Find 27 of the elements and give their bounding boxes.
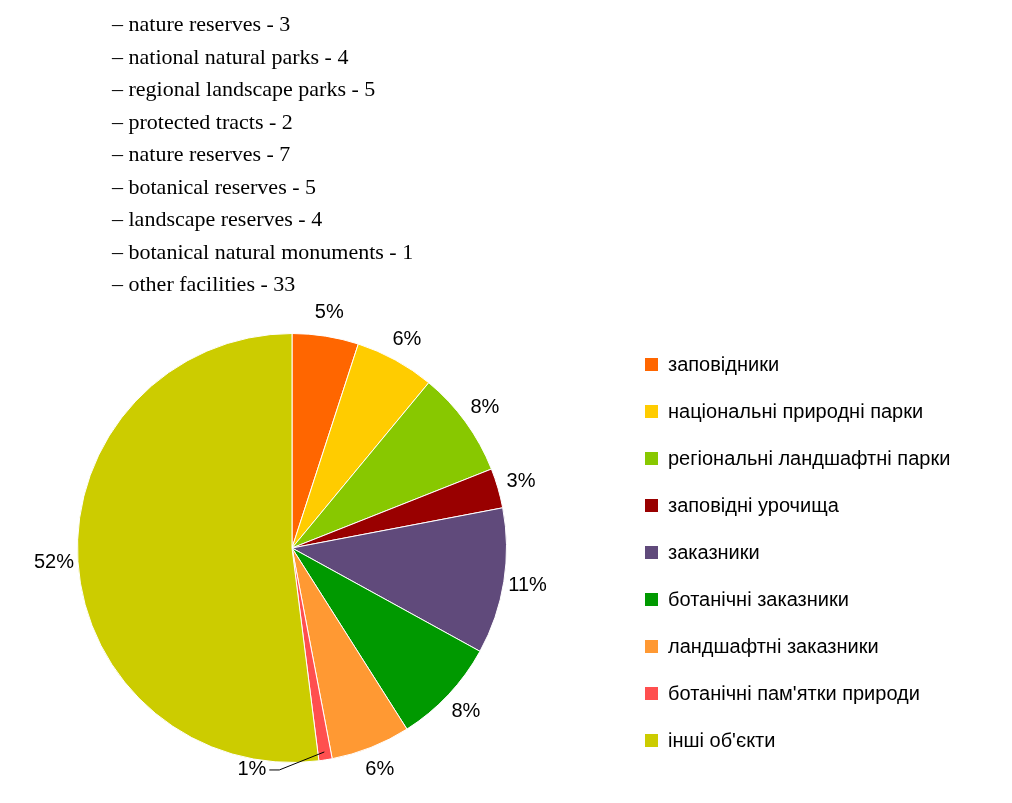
data-label: 8%: [451, 698, 481, 721]
legend-label: ландшафтні заказники: [668, 635, 879, 658]
legend-label: заповідники: [668, 353, 780, 376]
data-label: 5%: [314, 299, 344, 322]
legend-label: національні природні парки: [668, 400, 924, 423]
legend-label: ботанічні пам'ятки природи: [668, 682, 920, 705]
legend-label: регіональні ландшафтні парки: [668, 447, 951, 470]
text: – regional landscape parks - 5: [112, 75, 377, 103]
text: – nature reserves - 7: [112, 140, 292, 168]
data-label: 11%: [508, 572, 548, 595]
data-label: 52%: [33, 550, 75, 573]
legend-label: ботанічні заказники: [668, 588, 849, 611]
legend-label: заповідні урочища: [668, 494, 839, 517]
data-label: 8%: [470, 395, 500, 418]
text: – botanical reserves - 5: [112, 172, 318, 201]
data-label: 1%: [237, 757, 267, 780]
text: – national natural parks - 4: [112, 42, 350, 71]
data-label: 3%: [506, 468, 536, 491]
data-label: 6%: [365, 757, 395, 780]
data-label: 6%: [392, 326, 422, 349]
text: – protected tracts - 2: [112, 107, 294, 136]
text: – nature reserves - 3: [112, 10, 292, 38]
text: – landscape reserves - 4: [112, 205, 324, 233]
text: – other facilities - 33: [112, 270, 297, 298]
text: – botanical natural monuments - 1: [112, 237, 414, 266]
legend-label: заказники: [668, 541, 760, 564]
legend-label: інші об'єкти: [668, 729, 776, 752]
